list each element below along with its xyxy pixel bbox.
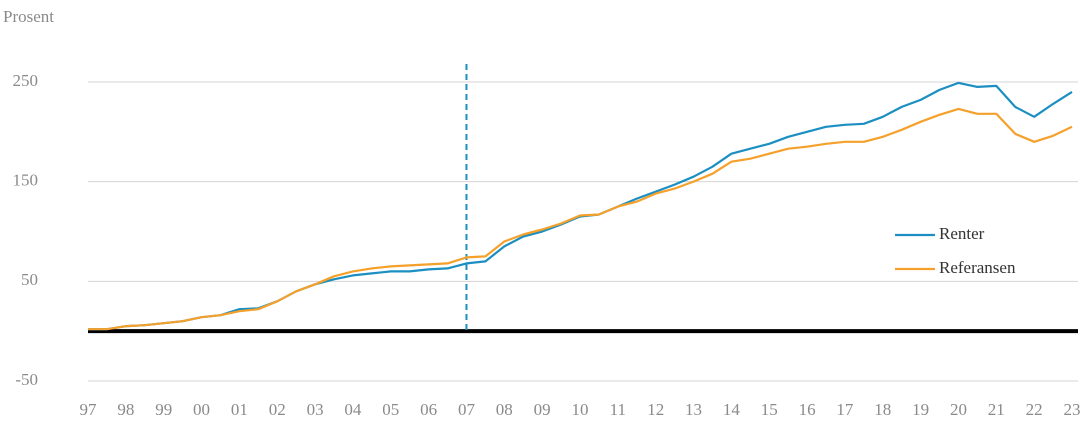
x-tick-label: 19	[912, 400, 929, 419]
x-tick-label: 21	[988, 400, 1005, 419]
x-tick-label: 15	[761, 400, 778, 419]
x-tick-label: 05	[382, 400, 399, 419]
x-tick-label: 12	[647, 400, 664, 419]
x-tick-label: 14	[723, 400, 741, 419]
x-tick-label: 07	[458, 400, 476, 419]
x-tick-label: 09	[534, 400, 551, 419]
x-tick-label: 98	[117, 400, 134, 419]
x-tick-label: 04	[344, 400, 362, 419]
x-tick-label: 97	[80, 400, 98, 419]
x-tick-label: 13	[685, 400, 702, 419]
y-tick-label: 150	[13, 171, 39, 190]
x-tick-label: 03	[307, 400, 324, 419]
x-tick-label: 11	[610, 400, 626, 419]
x-tick-label: 20	[950, 400, 967, 419]
x-tick-label: 17	[836, 400, 854, 419]
x-tick-label: 10	[572, 400, 589, 419]
legend-label: Referansen	[939, 258, 1016, 277]
y-axis-label: Prosent	[3, 7, 54, 26]
x-tick-label: 18	[874, 400, 891, 419]
y-tick-label: 50	[21, 270, 38, 289]
x-tick-label: 08	[496, 400, 513, 419]
x-tick-label: 16	[799, 400, 816, 419]
x-tick-label: 99	[155, 400, 172, 419]
legend-label: Renter	[939, 224, 985, 243]
x-tick-label: 06	[420, 400, 437, 419]
x-tick-label: 00	[193, 400, 210, 419]
y-tick-label: -50	[15, 370, 38, 389]
x-tick-label: 22	[1026, 400, 1043, 419]
x-tick-label: 01	[231, 400, 248, 419]
series-line	[88, 107, 1073, 331]
x-tick-label: 23	[1064, 400, 1081, 419]
legend: Renter Referansen	[895, 224, 1016, 277]
x-tick-label: 02	[269, 400, 286, 419]
y-tick-label: 250	[13, 71, 39, 90]
